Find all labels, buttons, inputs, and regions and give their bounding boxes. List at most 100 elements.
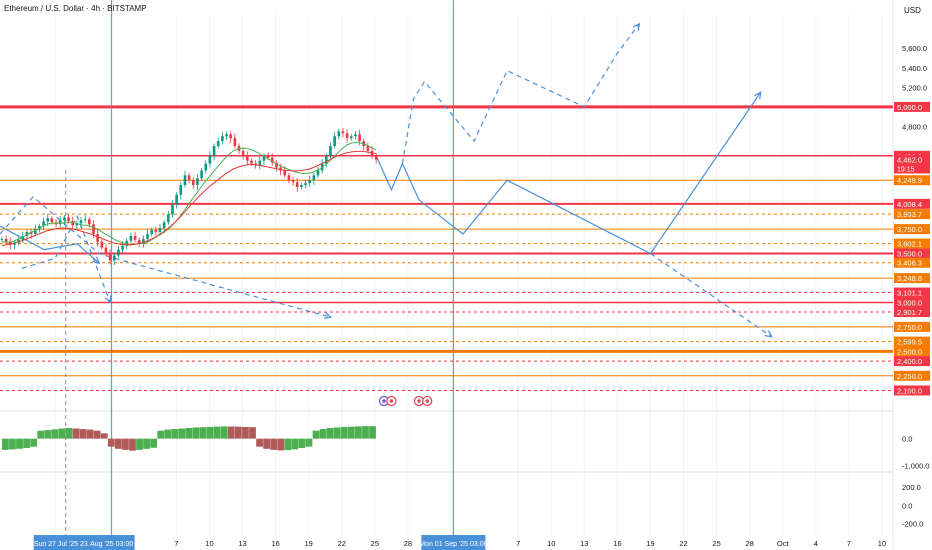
- level-label-bg: [894, 175, 930, 186]
- osc-bar: [206, 426, 214, 439]
- osc-bar: [192, 427, 200, 439]
- event-marker-dot: [382, 399, 386, 403]
- osc-bar: [86, 429, 94, 439]
- candle-body: [79, 220, 83, 224]
- osc-bar: [277, 438, 285, 451]
- candle-body: [325, 155, 328, 164]
- level-label-text: 3,406.3: [897, 259, 922, 268]
- ma-slow-line: [1, 150, 377, 247]
- moving-averages: [1, 141, 377, 247]
- osc-bar: [362, 426, 369, 439]
- candle-body: [121, 245, 124, 250]
- time-tick: 13: [580, 539, 588, 548]
- candle-body: [171, 204, 174, 215]
- osc-bar: [30, 438, 38, 447]
- level-price-label: 3,903.7: [894, 209, 930, 220]
- level-price-label: 2,599.5: [894, 336, 930, 347]
- level-price-label: 2,901.7: [894, 307, 930, 318]
- osc-bar: [199, 427, 207, 439]
- level-label-text: 5,000.0: [897, 103, 922, 112]
- projection-path: [375, 91, 762, 255]
- osc-bar: [220, 426, 228, 439]
- time-tick: 4: [814, 539, 818, 548]
- osc1-tick: 0.0: [902, 435, 912, 444]
- crosshair-date-label: Mon 01 Sep '25 03:00: [419, 541, 487, 548]
- projection-arrowhead: [323, 312, 333, 319]
- level-label-bg: [894, 307, 930, 318]
- candle-body: [0, 238, 4, 240]
- level-label-bg: [894, 370, 930, 381]
- candle-body: [96, 234, 99, 242]
- crosshair-date-bg: [88, 535, 135, 550]
- candle-body: [229, 134, 232, 139]
- level-price-label: 2,750.0: [894, 321, 930, 332]
- projection-path: [650, 253, 773, 338]
- osc-bar: [72, 428, 80, 439]
- osc-bar: [213, 426, 221, 439]
- osc-bar: [242, 426, 249, 439]
- candle-body: [63, 217, 66, 221]
- candle-body: [200, 170, 203, 179]
- candle-body: [162, 222, 166, 229]
- osc-bar: [37, 430, 45, 439]
- level-price-label: 4,462.0 19:15: [894, 154, 930, 174]
- candle-body: [154, 230, 158, 233]
- level-price-label: 2,500.0: [894, 346, 930, 357]
- level-label-bg: [894, 287, 930, 298]
- countdown-text: 19:15: [897, 166, 915, 173]
- level-label-bg: [894, 346, 930, 357]
- time-tick: 22: [679, 539, 687, 548]
- level-label-text: 3,602.1: [897, 240, 922, 249]
- osc-bar: [326, 428, 334, 439]
- level-label-bg: [894, 101, 930, 112]
- level-price-label: 3,406.3: [894, 257, 930, 268]
- level-label-text: 2,901.7: [897, 308, 922, 317]
- projection-paths: [0, 22, 773, 338]
- vertical-lines: [65, 0, 454, 536]
- candle-body: [329, 146, 332, 156]
- time-tick: 13: [238, 539, 246, 548]
- osc-bar: [44, 430, 52, 439]
- candle-body: [4, 238, 8, 242]
- crosshair-date-label: Sun 27 Jul '25 23:00: [34, 541, 98, 548]
- candle-body: [50, 218, 54, 223]
- level-label-bg: [894, 248, 930, 259]
- candle-body: [225, 134, 228, 137]
- candle-body: [150, 230, 153, 234]
- osc-bar: [171, 429, 179, 439]
- level-price-label: 4,249.9: [894, 175, 930, 186]
- chart-title: Ethereum / U.S. Dollar · 4h · BITSTAMP: [4, 4, 147, 13]
- candle-body: [112, 255, 116, 261]
- projection-arrowhead: [764, 330, 773, 338]
- candle-body: [42, 221, 45, 227]
- level-label-text: 4,462.0: [897, 155, 922, 164]
- candle-body: [300, 185, 303, 188]
- candle-body: [196, 178, 199, 186]
- osc-bar: [150, 438, 158, 448]
- candle-body: [25, 232, 29, 236]
- osc-bar: [298, 438, 306, 448]
- osc-bar: [284, 438, 292, 451]
- time-tick: 22: [338, 539, 346, 548]
- candle-body: [146, 234, 149, 239]
- osc-bar: [23, 438, 30, 448]
- osc-bar: [143, 438, 150, 449]
- level-label-bg: [894, 198, 930, 209]
- osc-bar: [58, 428, 66, 439]
- candle-body: [333, 136, 336, 146]
- level-price-label: 3,602.1: [894, 238, 930, 249]
- time-tick: 28: [404, 539, 412, 548]
- price-tick: 5,400.0: [902, 64, 927, 73]
- candle-body: [345, 133, 349, 139]
- level-label-bg: [894, 321, 930, 332]
- osc-bar: [270, 438, 278, 450]
- level-label-text: 2,750.0: [897, 323, 922, 332]
- candles: [0, 127, 378, 266]
- osc-bar: [9, 438, 16, 450]
- candle-body: [295, 182, 299, 188]
- level-label-text: 3,000.0: [897, 298, 922, 307]
- event-markers[interactable]: [378, 395, 433, 407]
- osc-bar: [263, 438, 271, 449]
- osc-bar: [2, 438, 9, 450]
